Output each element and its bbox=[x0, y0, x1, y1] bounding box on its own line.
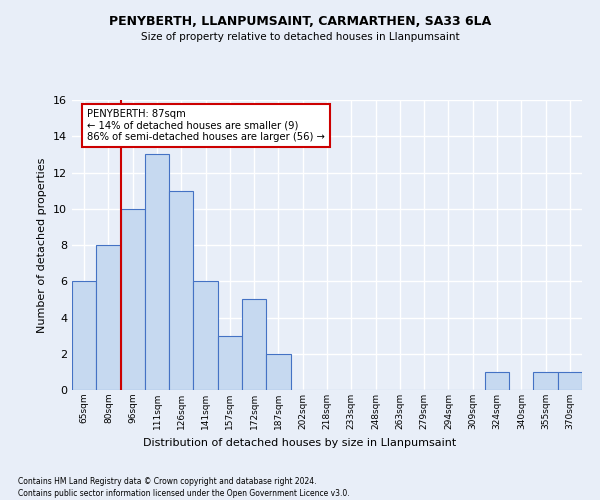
Bar bbox=[533, 372, 558, 390]
Bar bbox=[266, 354, 290, 390]
Text: Contains HM Land Registry data © Crown copyright and database right 2024.: Contains HM Land Registry data © Crown c… bbox=[18, 478, 317, 486]
Text: Contains public sector information licensed under the Open Government Licence v3: Contains public sector information licen… bbox=[18, 489, 350, 498]
Text: Distribution of detached houses by size in Llanpumsaint: Distribution of detached houses by size … bbox=[143, 438, 457, 448]
Bar bbox=[169, 190, 193, 390]
Text: PENYBERTH, LLANPUMSAINT, CARMARTHEN, SA33 6LA: PENYBERTH, LLANPUMSAINT, CARMARTHEN, SA3… bbox=[109, 15, 491, 28]
Bar bbox=[485, 372, 509, 390]
Y-axis label: Number of detached properties: Number of detached properties bbox=[37, 158, 47, 332]
Bar bbox=[242, 300, 266, 390]
Text: Size of property relative to detached houses in Llanpumsaint: Size of property relative to detached ho… bbox=[140, 32, 460, 42]
Bar bbox=[96, 245, 121, 390]
Text: PENYBERTH: 87sqm
← 14% of detached houses are smaller (9)
86% of semi-detached h: PENYBERTH: 87sqm ← 14% of detached house… bbox=[88, 108, 325, 142]
Bar bbox=[218, 336, 242, 390]
Bar bbox=[72, 281, 96, 390]
Bar bbox=[558, 372, 582, 390]
Bar bbox=[193, 281, 218, 390]
Bar bbox=[145, 154, 169, 390]
Bar bbox=[121, 209, 145, 390]
